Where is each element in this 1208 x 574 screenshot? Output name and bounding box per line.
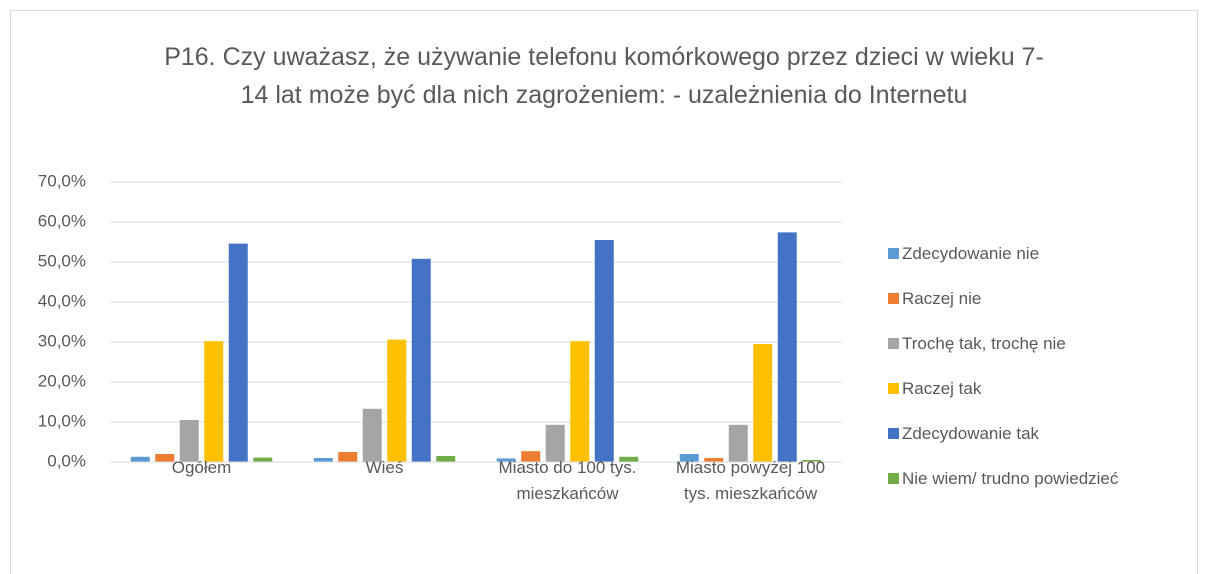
bar	[545, 424, 565, 462]
legend-item: Nie wiem/ trudno powiedzieć	[888, 469, 1118, 489]
legend-label: Zdecydowanie tak	[902, 424, 1040, 443]
bar	[130, 456, 150, 462]
x-tick-label: Miasto powyżej 100 tys. mieszkańców	[675, 458, 826, 503]
legend-item: Trochę tak, trochę nie	[888, 334, 1066, 354]
y-tick-label: 50,0%	[38, 251, 86, 270]
chart-title: P16. Czy uważasz, że używanie telefonu k…	[164, 43, 1044, 109]
legend-label: Nie wiem/ trudno powiedzieć	[902, 469, 1119, 488]
bar	[802, 460, 822, 462]
bar	[313, 458, 333, 462]
legend-swatch	[888, 428, 899, 439]
bar	[496, 458, 516, 462]
bar	[619, 456, 639, 462]
legend-item: Raczej tak	[888, 379, 981, 399]
bar	[777, 232, 797, 462]
bar	[362, 408, 382, 462]
legend-swatch	[888, 248, 899, 259]
legend-label: Zdecydowanie nie	[902, 244, 1040, 263]
bar	[436, 456, 456, 462]
x-tick-label: Ogółem	[171, 458, 232, 477]
legend-swatch	[888, 338, 899, 349]
bar	[679, 454, 699, 462]
legend-label: Trochę tak, trochę nie	[902, 334, 1066, 353]
bar	[155, 454, 175, 462]
legend-swatch	[888, 293, 899, 304]
legend-item: Zdecydowanie nie	[888, 244, 1039, 264]
y-tick-label: 40,0%	[38, 291, 86, 310]
bar	[704, 458, 724, 462]
bar	[204, 341, 224, 462]
y-tick-label: 70,0%	[38, 171, 86, 190]
bar	[728, 424, 748, 462]
bar	[387, 339, 407, 462]
bar	[521, 451, 541, 462]
y-tick-label: 60,0%	[38, 211, 86, 230]
legend-label: Raczej tak	[902, 379, 982, 398]
x-tick-label: Wieś	[365, 458, 404, 477]
y-tick-label: 20,0%	[38, 371, 86, 390]
bar	[753, 344, 773, 462]
x-tick-label: Miasto do 100 tys. mieszkańców	[498, 458, 637, 503]
chart-border	[10, 10, 1198, 574]
legend-item: Raczej nie	[888, 289, 981, 309]
y-tick-label: 30,0%	[38, 331, 86, 350]
y-tick-label: 10,0%	[38, 411, 86, 430]
legend-swatch	[888, 473, 899, 484]
bar	[570, 341, 590, 462]
bar	[179, 420, 199, 462]
bar	[338, 452, 358, 462]
legend-item: Zdecydowanie tak	[888, 424, 1039, 444]
y-tick-label: 0,0%	[47, 451, 86, 470]
legend-swatch	[888, 383, 899, 394]
legend-label: Raczej nie	[902, 289, 982, 308]
bar	[228, 243, 248, 462]
bar	[411, 258, 431, 462]
bar	[253, 457, 273, 462]
bar	[594, 240, 614, 462]
